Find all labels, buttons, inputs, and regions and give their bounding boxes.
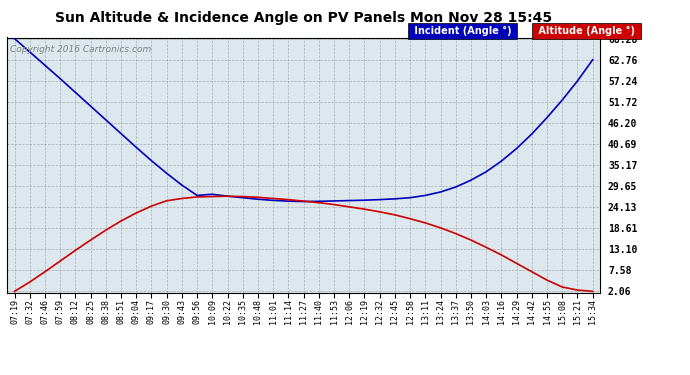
Text: Incident (Angle °): Incident (Angle °) xyxy=(411,26,515,36)
Text: Sun Altitude & Incidence Angle on PV Panels Mon Nov 28 15:45: Sun Altitude & Incidence Angle on PV Pan… xyxy=(55,11,552,25)
Text: Copyright 2016 Cartronics.com: Copyright 2016 Cartronics.com xyxy=(10,45,151,54)
Text: Altitude (Angle °): Altitude (Angle °) xyxy=(535,26,638,36)
